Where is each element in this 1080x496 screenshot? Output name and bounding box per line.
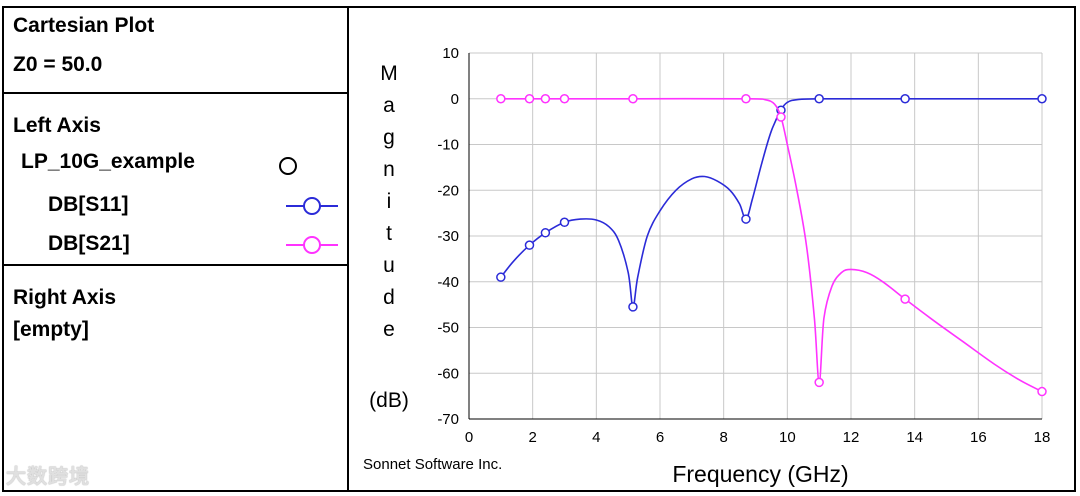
y-tick-label: -10 <box>437 137 459 154</box>
x-tick-label: 10 <box>779 429 796 446</box>
s11-legend-marker-icon <box>303 197 321 215</box>
x-tick-label: 12 <box>843 429 860 446</box>
s11-data-point <box>496 272 506 282</box>
x-tick-label: 0 <box>465 429 473 446</box>
x-axis-label: Frequency (GHz) <box>672 461 848 487</box>
y-tick-label: 0 <box>451 91 459 108</box>
s11-data-point <box>540 228 551 238</box>
y-axis-label-letter: d <box>383 286 395 309</box>
s11-data-point <box>559 217 570 228</box>
s11-data-point <box>900 94 910 104</box>
x-tick-label: 18 <box>1034 429 1051 446</box>
s21-data-point <box>524 94 535 104</box>
y-tick-label: -40 <box>437 274 459 291</box>
y-tick-label: -50 <box>437 320 459 337</box>
s21-data-point <box>559 94 570 104</box>
s11-data-point <box>628 302 638 312</box>
s21-data-point <box>1037 386 1047 397</box>
s11-data-point <box>524 240 535 250</box>
s21-data-point <box>900 294 910 304</box>
s21-data-point <box>628 94 638 104</box>
watermark: 大数跨境 <box>6 466 90 488</box>
y-axis-label-letter: i <box>387 190 392 213</box>
y-axis-unit: (dB) <box>369 389 409 412</box>
s21-series-line <box>500 97 1043 393</box>
s21-data-point <box>496 94 506 104</box>
x-tick-label: 8 <box>719 429 727 446</box>
legend-s11-label[interactable]: DB[S11] <box>48 193 129 216</box>
title-section: Cartesian Plot Z0 = 50.0 <box>4 8 347 94</box>
y-axis-label-letter: t <box>386 222 392 245</box>
s21-legend-marker-icon <box>303 236 321 254</box>
y-tick-label: -60 <box>437 365 459 382</box>
left-axis-section: Left Axis LP_10G_example DB[S11] DB[S21] <box>4 94 347 266</box>
plot-area: 0 2 4 6 8 10 12 14 16 18 10 0 -10 -20 -30 -40 -50 -60 -70 M… <box>349 8 1076 490</box>
s11-data-point <box>814 94 824 104</box>
y-axis-label-letter: M <box>380 62 398 85</box>
s11-data-point <box>741 214 751 224</box>
legend-symbols <box>279 157 338 254</box>
x-tick-label: 6 <box>656 429 664 446</box>
y-tick-label: -70 <box>437 411 459 428</box>
legend-panel: Cartesian Plot Z0 = 50.0 Left Axis LP_10… <box>4 8 349 490</box>
right-axis-section: Right Axis [empty] <box>4 266 347 492</box>
x-tick-label: 16 <box>970 429 987 446</box>
right-axis-value: [empty] <box>13 318 89 341</box>
s21-data-point <box>741 94 751 104</box>
y-axis-label-letter: n <box>383 158 395 181</box>
s11-series-line <box>500 97 1042 308</box>
left-axis-heading: Left Axis <box>13 114 101 137</box>
s21-data-point <box>540 94 551 104</box>
chart-svg[interactable]: 0 2 4 6 8 10 12 14 16 18 10 0 -10 -20 -30 -40 -50 -60 -70 M… <box>349 8 1076 490</box>
project-marker-icon <box>279 157 297 175</box>
y-tick-label: -30 <box>437 228 459 245</box>
plot-title: Cartesian Plot <box>13 14 155 37</box>
y-tick-label: -20 <box>437 182 459 199</box>
x-tick-label: 14 <box>906 429 923 446</box>
footer-text: Sonnet Software Inc. <box>363 456 502 473</box>
y-axis-label-letter: u <box>383 254 395 277</box>
x-tick-label: 2 <box>528 429 536 446</box>
plot-window: Cartesian Plot Z0 = 50.0 Left Axis LP_10… <box>2 6 1076 492</box>
s11-data-point <box>1037 94 1047 104</box>
right-axis-heading: Right Axis <box>13 286 117 309</box>
y-axis-label-letter: e <box>383 318 395 341</box>
project-name[interactable]: LP_10G_example <box>21 150 195 173</box>
legend-s21-label[interactable]: DB[S21] <box>48 232 130 255</box>
x-tick-label: 4 <box>592 429 600 446</box>
y-axis-label-letter: g <box>383 126 395 149</box>
y-tick-label: 10 <box>442 45 459 62</box>
s21-data-point <box>814 377 824 388</box>
y-axis-label-letter: a <box>383 94 395 117</box>
z0-label: Z0 = 50.0 <box>13 53 103 76</box>
s21-data-point <box>776 112 786 122</box>
